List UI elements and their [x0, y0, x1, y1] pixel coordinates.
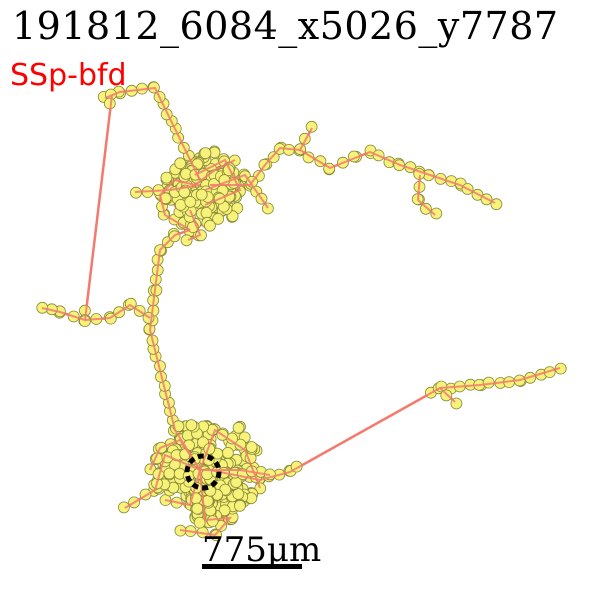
neurite-branch-overlay [149, 438, 201, 471]
scale-bar [202, 564, 302, 569]
neurite-branch-overlay [158, 159, 236, 231]
trace-node [191, 502, 204, 515]
trace-node [245, 441, 258, 453]
trace-node [232, 488, 245, 500]
trace-node [180, 234, 193, 247]
trace-node [419, 202, 432, 215]
neurite-branch-overlay [164, 469, 201, 507]
trace-node [174, 157, 187, 170]
neurite-branch-overlay [124, 453, 201, 509]
neurite-branch-overlay [84, 303, 151, 321]
trace-node [160, 171, 173, 184]
neurite-branch-overlay [179, 469, 233, 537]
neurite-branch-overlay [439, 387, 456, 403]
neuron-id-title: 191812_6084_x5026_y7787 [12, 4, 559, 48]
neurite-branch-overlay [41, 94, 113, 322]
neurite-branch-overlay [148, 229, 201, 471]
soma-marker [184, 453, 222, 491]
trace-node [232, 421, 245, 434]
trace-node [195, 188, 208, 201]
neurite-branch-overlay [299, 149, 496, 204]
neurite-branch-overlay [194, 158, 242, 206]
trace-node [221, 446, 234, 459]
trace-node [199, 147, 212, 160]
trace-node [234, 438, 247, 451]
neurite-branch-overlay [104, 86, 201, 181]
trace-node [184, 195, 197, 208]
trace-node [261, 202, 274, 215]
neurite-branch [41, 94, 114, 322]
trace-node [218, 504, 231, 517]
trace-node [267, 151, 280, 164]
trace-node [305, 120, 318, 133]
trace-node [430, 207, 443, 220]
trace-node [163, 467, 176, 480]
trace-node [233, 499, 246, 512]
brain-region-label: SSp-bfd [10, 58, 127, 93]
neurite-branch-overlay [200, 469, 271, 476]
trace-node [203, 219, 216, 232]
neurite-branch-overlay [199, 428, 261, 489]
neurite-branch-overlay [187, 209, 202, 241]
neurite-branch-overlay [416, 174, 436, 216]
trace-node [206, 515, 219, 527]
scale-bar-label: 775μm [202, 530, 322, 570]
trace-node [200, 206, 213, 219]
trace-node [490, 198, 503, 211]
trace-node [193, 516, 206, 529]
neurite-branch-overlay [134, 184, 201, 193]
trace-node [118, 501, 130, 514]
trace-node [212, 212, 225, 225]
trace-node [185, 419, 198, 432]
neurite-branch-overlay [204, 173, 269, 209]
neurite-branch-overlay [210, 127, 313, 186]
